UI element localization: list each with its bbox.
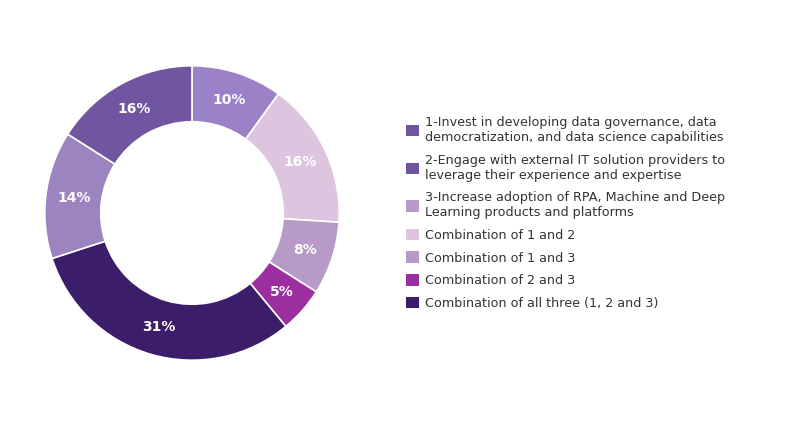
Text: 16%: 16% [283, 155, 317, 169]
Text: 16%: 16% [118, 101, 151, 115]
Text: 14%: 14% [57, 191, 90, 205]
Wedge shape [250, 262, 316, 326]
Wedge shape [45, 134, 115, 259]
Wedge shape [68, 66, 192, 164]
Text: 5%: 5% [270, 285, 294, 299]
Wedge shape [246, 94, 339, 222]
Wedge shape [52, 241, 286, 360]
Legend: 1-Invest in developing data governance, data
democratization, and data science c: 1-Invest in developing data governance, … [401, 111, 730, 315]
Wedge shape [192, 66, 278, 139]
Text: 8%: 8% [294, 243, 318, 257]
Text: 10%: 10% [212, 92, 246, 106]
Wedge shape [269, 219, 339, 292]
Text: 31%: 31% [142, 320, 175, 334]
